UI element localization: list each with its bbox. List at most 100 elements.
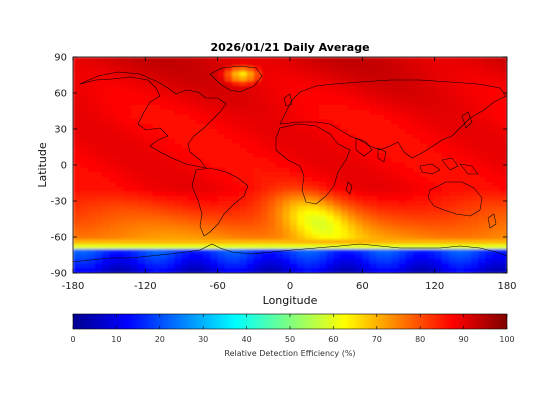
heatmap-cell [73, 76, 81, 82]
heatmap-cell [369, 177, 378, 183]
heatmap-cell [304, 244, 313, 250]
heatmap-cell [326, 215, 334, 221]
heatmap-cell [174, 100, 183, 106]
heatmap-cell [492, 157, 501, 164]
heatmap-cell [434, 249, 443, 255]
heatmap-cell [94, 71, 103, 77]
heatmap-cell [224, 124, 233, 130]
heatmap-cell [499, 85, 507, 92]
heatmap-cell [217, 263, 226, 269]
heatmap-cell [195, 76, 204, 82]
heatmap-cell [441, 157, 450, 164]
heatmap-cell [333, 181, 342, 188]
heatmap-cell [224, 129, 233, 135]
heatmap-cell [340, 268, 349, 273]
heatmap-cell [94, 66, 103, 72]
y-tick-label: 0 [61, 161, 67, 172]
heatmap-cell [376, 253, 385, 260]
heatmap-cell [470, 191, 479, 197]
heatmap-cell [224, 61, 233, 68]
heatmap-cell [384, 71, 392, 77]
heatmap-cell [195, 143, 204, 149]
heatmap-cell [398, 210, 407, 216]
heatmap-cell [362, 215, 371, 221]
heatmap-cell [427, 143, 436, 149]
colorbar-tick-label: 90 [459, 335, 469, 344]
heatmap-cell [326, 66, 334, 72]
heatmap-cell [261, 95, 269, 101]
heatmap-cell [195, 263, 204, 269]
heatmap-cell [232, 249, 240, 255]
heatmap-cell [261, 268, 269, 273]
heatmap-cell [210, 258, 219, 264]
heatmap-cell [434, 95, 443, 101]
heatmap-cell [210, 253, 219, 260]
heatmap-cell [152, 143, 161, 149]
heatmap-cell [398, 263, 407, 269]
heatmap-cell [94, 90, 103, 96]
heatmap-cell [441, 239, 450, 245]
heatmap-cell [297, 229, 306, 236]
heatmap-cell [492, 239, 501, 245]
heatmap-cell [391, 215, 400, 221]
heatmap-cell [369, 105, 378, 111]
heatmap-cell [94, 225, 103, 231]
heatmap-cell [485, 229, 494, 236]
heatmap-cell [116, 253, 125, 260]
heatmap-cell [449, 95, 457, 101]
heatmap-cell [268, 66, 277, 72]
heatmap-cell [116, 100, 125, 106]
heatmap-cell [246, 100, 255, 106]
heatmap-cell [253, 249, 262, 255]
heatmap-cell [485, 95, 494, 101]
heatmap-cell [492, 109, 501, 116]
heatmap-cell [485, 162, 494, 168]
heatmap-cell [210, 100, 219, 106]
heatmap-cell [463, 85, 472, 92]
heatmap-cell [80, 210, 89, 216]
heatmap-cell [355, 191, 363, 197]
heatmap-cell [326, 225, 334, 231]
heatmap-cell [224, 85, 233, 92]
heatmap-cell [499, 220, 507, 226]
heatmap-cell [405, 225, 414, 231]
heatmap-cell [261, 181, 269, 188]
heatmap-cell [326, 57, 334, 63]
heatmap-cell [369, 191, 378, 197]
heatmap-cell [145, 162, 154, 168]
heatmap-cell [80, 133, 89, 140]
y-tick-label: 90 [54, 53, 67, 64]
heatmap-cell [181, 196, 190, 202]
heatmap-cell [239, 90, 248, 96]
heatmap-cell [420, 181, 429, 188]
heatmap-cell [391, 129, 400, 135]
heatmap-cell [463, 76, 472, 82]
heatmap-cell [195, 61, 204, 68]
heatmap-cell [362, 100, 371, 106]
heatmap-cell [275, 263, 284, 269]
heatmap-cell [282, 201, 291, 207]
heatmap-cell [485, 76, 494, 82]
heatmap-cell [333, 258, 342, 264]
heatmap-cell [268, 148, 277, 154]
heatmap-cell [304, 201, 313, 207]
heatmap-cell [492, 57, 501, 63]
heatmap-cell [268, 244, 277, 250]
heatmap-cell [239, 157, 248, 164]
heatmap-cell [362, 220, 371, 226]
heatmap-cell [456, 205, 465, 212]
heatmap-cell [80, 129, 89, 135]
heatmap-cell [304, 172, 313, 178]
heatmap-cell [326, 71, 334, 77]
heatmap-cell [109, 253, 117, 260]
heatmap-cell [297, 268, 306, 273]
heatmap-cell [94, 129, 103, 135]
heatmap-cell [297, 162, 306, 168]
heatmap-cell [391, 138, 400, 144]
heatmap-cell [347, 239, 356, 245]
heatmap-cell [456, 133, 465, 140]
heatmap-cell [167, 249, 175, 255]
heatmap-cell [188, 148, 197, 154]
heatmap-cell [369, 220, 378, 226]
heatmap-cell [470, 215, 479, 221]
